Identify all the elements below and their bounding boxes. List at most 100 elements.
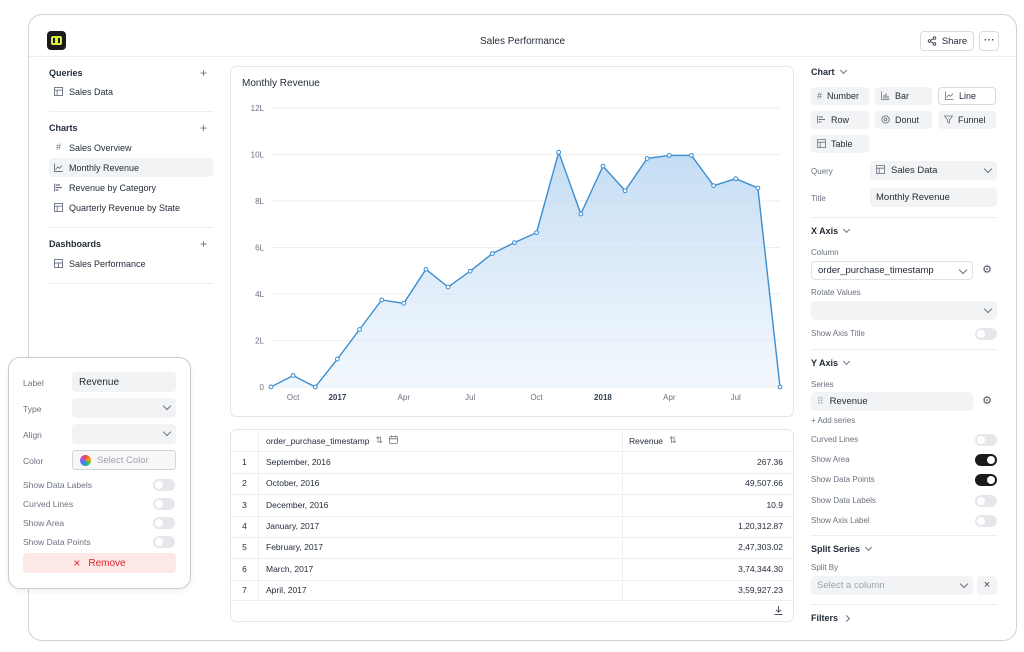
cell-revenue[interactable]: 267.36 — [757, 457, 783, 467]
add-chart-icon[interactable]: + — [200, 121, 208, 135]
add-series-link[interactable]: + Add series — [811, 416, 856, 425]
drag-handle-icon[interactable]: ⠿ — [817, 396, 824, 406]
split-by-select[interactable]: Select a column — [811, 576, 973, 595]
chevron-down-icon — [959, 579, 969, 589]
cell-revenue[interactable]: 3,74,344.30 — [738, 563, 783, 574]
dashboard-icon — [54, 259, 63, 268]
top-bar: Sales Performance Share ⋯ — [29, 15, 1016, 57]
add-dashboard-icon[interactable]: + — [200, 237, 208, 251]
rotate-values-select[interactable] — [811, 301, 997, 320]
cell-date[interactable]: October, 2016 — [266, 478, 320, 489]
title-input[interactable]: Monthly Revenue — [870, 188, 997, 207]
cell-date[interactable]: December, 2016 — [266, 499, 329, 510]
chart-type-label: Line — [959, 91, 977, 101]
series-label-input[interactable]: Revenue — [72, 372, 176, 392]
y-tick-label: 0 — [260, 383, 265, 392]
sidebar-item-revenue-by-category[interactable]: Revenue by Category — [49, 178, 213, 197]
row-number: 3 — [242, 499, 247, 510]
sidebar-heading-charts: Charts — [49, 123, 78, 133]
align-select[interactable] — [72, 424, 176, 444]
series-line — [270, 149, 781, 388]
cell-date[interactable]: January, 2017 — [266, 520, 320, 531]
show-data-labels-toggle[interactable] — [975, 494, 997, 507]
gear-icon[interactable]: ⚙ — [982, 264, 992, 276]
table-icon — [54, 87, 63, 96]
chevron-down-icon — [839, 66, 847, 75]
show-area-toggle[interactable] — [975, 454, 997, 467]
row-number: 1 — [242, 457, 247, 467]
chart-type-funnel[interactable]: Funnel — [938, 111, 996, 129]
clear-split-icon[interactable]: × — [977, 576, 997, 595]
add-query-icon[interactable]: + — [200, 66, 208, 80]
color-picker[interactable]: Select Color — [72, 450, 176, 470]
data-point — [290, 373, 296, 378]
curved-lines-toggle[interactable] — [975, 434, 997, 446]
series-item[interactable]: ⠿ Revenue — [811, 392, 973, 411]
chevron-down-icon — [983, 304, 993, 314]
gear-icon[interactable]: ⚙ — [982, 395, 992, 407]
cell-revenue[interactable]: 3,59,927.23 — [738, 584, 783, 595]
show-data-points-toggle[interactable] — [975, 474, 997, 487]
cell-revenue[interactable]: 2,47,303.02 — [738, 542, 783, 553]
x-column-select[interactable]: order_purchase_timestamp — [811, 261, 973, 280]
sidebar-item-quarterly-revenue[interactable]: Quarterly Revenue by State — [49, 198, 213, 217]
series-label: Series — [811, 380, 834, 389]
share-button[interactable]: Share — [920, 31, 974, 51]
x-tick-label: Jul — [465, 393, 475, 402]
cell-revenue[interactable]: 1,20,312.87 — [738, 520, 783, 531]
sort-icon[interactable]: ⇅ — [669, 435, 677, 445]
remove-series-button[interactable]: × Remove — [23, 553, 176, 573]
sidebar-item-sales-performance[interactable]: Sales Performance — [49, 254, 213, 273]
panel-divider — [811, 604, 997, 605]
chart-type-line[interactable]: Line — [938, 87, 996, 105]
column-header-timestamp[interactable]: order_purchase_timestamp ⇅ — [266, 430, 398, 451]
cell-date[interactable]: March, 2017 — [266, 563, 314, 574]
more-options-button[interactable]: ⋯ — [979, 31, 999, 51]
calendar-icon[interactable] — [389, 435, 398, 446]
query-select[interactable]: Sales Data — [870, 161, 997, 180]
rotate-values-label: Rotate Values — [811, 288, 861, 297]
y-tick-label: 12L — [251, 104, 265, 113]
sidebar-item-sales-overview[interactable]: # Sales Overview — [49, 138, 213, 157]
split-series-heading[interactable]: Split Series — [811, 543, 873, 554]
y-tick-label: 2L — [255, 337, 264, 346]
show-area-toggle[interactable] — [153, 517, 175, 529]
type-label: Type — [23, 404, 42, 414]
sidebar-divider — [49, 227, 213, 228]
show-axis-title-toggle[interactable] — [975, 328, 997, 340]
row-divider — [231, 579, 793, 581]
chart-settings-heading[interactable]: Chart — [811, 66, 847, 77]
show-data-points-toggle[interactable] — [153, 536, 175, 548]
cell-revenue[interactable]: 49,507.66 — [745, 478, 783, 489]
toggle-label: Show Data Points — [23, 537, 91, 547]
cell-date[interactable]: February, 2017 — [266, 542, 324, 553]
curved-lines-toggle[interactable] — [153, 498, 175, 510]
column-header-revenue[interactable]: Revenue ⇅ — [629, 430, 677, 451]
download-icon[interactable] — [773, 605, 785, 617]
chart-type-row[interactable]: Row — [811, 111, 869, 129]
chart-type-table[interactable]: Table — [811, 135, 869, 153]
chart-type-bar[interactable]: Bar — [875, 87, 932, 105]
x-tick-label: Oct — [287, 393, 300, 402]
show-data-labels-toggle[interactable] — [153, 479, 175, 491]
sort-icon[interactable]: ⇅ — [375, 435, 384, 445]
app-logo-icon[interactable] — [47, 31, 66, 50]
cell-date[interactable]: September, 2016 — [266, 457, 331, 467]
x-axis-heading[interactable]: X Axis — [811, 225, 851, 236]
x-tick-label: Apr — [663, 393, 676, 402]
data-point — [401, 300, 407, 306]
series-settings-popover: Label Revenue Type Align Color Select Co… — [8, 357, 191, 589]
chart-type-donut[interactable]: Donut — [875, 111, 932, 129]
show-axis-label-toggle[interactable] — [975, 514, 997, 527]
filters-heading[interactable]: Filters — [811, 613, 851, 623]
toggle-label: Curved Lines — [811, 435, 859, 444]
cell-date[interactable]: April, 2017 — [266, 584, 307, 595]
toggle-label: Show Axis Label — [811, 515, 870, 525]
y-axis-heading[interactable]: Y Axis — [811, 357, 851, 368]
type-select[interactable] — [72, 398, 176, 418]
split-by-label: Split By — [811, 563, 839, 572]
cell-revenue[interactable]: 10.9 — [766, 499, 783, 510]
sidebar-item-monthly-revenue[interactable]: Monthly Revenue — [49, 158, 213, 177]
chart-type-number[interactable]: # Number — [811, 87, 869, 105]
sidebar-item-sales-data[interactable]: Sales Data — [49, 82, 213, 101]
